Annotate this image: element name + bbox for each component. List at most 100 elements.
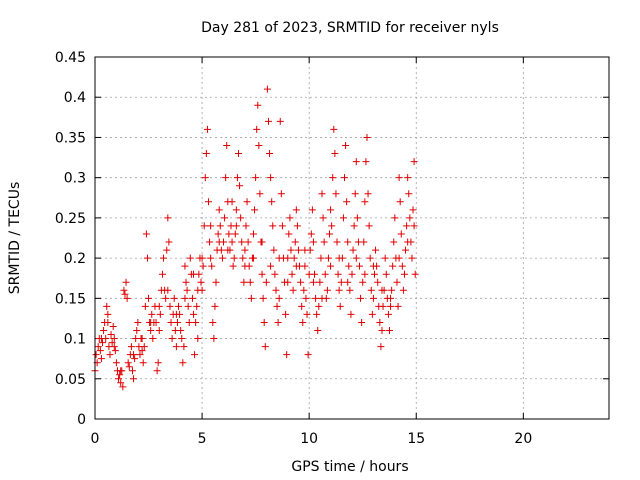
- data-point: [379, 302, 387, 310]
- data-point: [242, 222, 250, 230]
- data-point: [104, 318, 112, 326]
- data-point: [365, 222, 373, 230]
- data-point: [361, 198, 369, 206]
- data-point: [317, 254, 325, 262]
- data-point: [347, 310, 355, 318]
- data-point: [153, 367, 161, 375]
- data-point: [297, 278, 305, 286]
- data-point: [205, 198, 213, 206]
- data-point: [308, 206, 316, 214]
- data-point: [185, 318, 193, 326]
- data-point: [130, 351, 138, 359]
- data-point: [326, 230, 334, 238]
- data-point: [233, 174, 241, 182]
- data-point: [341, 174, 349, 182]
- data-point: [294, 246, 302, 254]
- data-point: [215, 206, 223, 214]
- y-tick-label: 0.4: [64, 90, 86, 106]
- data-point: [284, 278, 292, 286]
- data-point: [222, 174, 230, 182]
- data-point: [111, 347, 119, 355]
- data-point: [97, 355, 105, 363]
- data-point: [372, 246, 380, 254]
- data-point: [327, 262, 335, 270]
- data-point: [168, 335, 176, 343]
- y-axis-label: SRMTID / TECUs: [7, 182, 23, 295]
- data-point: [399, 286, 407, 294]
- data-point: [134, 318, 142, 326]
- data-point: [183, 286, 191, 294]
- data-point: [266, 150, 274, 158]
- data-point: [216, 222, 224, 230]
- data-point: [238, 238, 246, 246]
- data-point: [192, 318, 200, 326]
- data-point: [411, 270, 419, 278]
- data-point: [275, 254, 283, 262]
- data-point: [211, 302, 219, 310]
- data-point: [110, 335, 118, 343]
- data-point: [321, 270, 329, 278]
- data-point: [108, 339, 116, 347]
- data-point: [117, 367, 125, 375]
- data-point: [172, 310, 180, 318]
- data-point: [112, 359, 120, 367]
- data-point: [368, 310, 376, 318]
- data-point: [110, 343, 118, 351]
- data-point: [194, 335, 202, 343]
- data-point: [237, 214, 245, 222]
- data-point: [198, 254, 206, 262]
- data-point: [139, 359, 147, 367]
- data-point: [231, 230, 239, 238]
- data-point: [241, 246, 249, 254]
- y-tick-label: 0.3: [64, 171, 86, 187]
- data-point: [236, 182, 244, 190]
- data-point: [349, 246, 357, 254]
- data-point: [124, 359, 132, 367]
- data-point: [104, 310, 112, 318]
- data-point: [148, 310, 156, 318]
- y-tick-label: 0.25: [55, 211, 86, 227]
- data-point: [335, 254, 343, 262]
- data-point: [223, 141, 231, 149]
- data-point: [304, 351, 312, 359]
- data-point: [364, 190, 372, 198]
- data-point: [303, 310, 311, 318]
- data-point: [400, 270, 408, 278]
- y-tick-label: 0.15: [55, 291, 86, 307]
- data-point: [179, 359, 187, 367]
- data-point: [156, 310, 164, 318]
- data-point: [136, 351, 144, 359]
- data-point: [313, 310, 321, 318]
- data-point: [229, 262, 237, 270]
- data-point: [253, 125, 261, 133]
- data-point: [202, 150, 210, 158]
- data-point: [377, 343, 385, 351]
- data-point: [376, 318, 384, 326]
- data-point: [335, 286, 343, 294]
- plot-frame: [94, 56, 610, 420]
- data-point: [181, 294, 189, 302]
- data-point: [274, 318, 282, 326]
- data-point: [342, 141, 350, 149]
- data-point: [206, 238, 214, 246]
- data-point: [121, 290, 129, 298]
- data-point: [396, 198, 404, 206]
- data-point: [241, 262, 249, 270]
- data-point: [133, 327, 141, 335]
- data-point: [163, 246, 171, 254]
- data-point: [387, 302, 395, 310]
- data-point: [319, 214, 327, 222]
- data-point: [267, 174, 275, 182]
- data-point: [395, 254, 403, 262]
- data-point: [138, 335, 146, 343]
- grid-lines: [95, 57, 609, 419]
- data-point: [106, 351, 114, 359]
- data-point: [283, 351, 291, 359]
- y-tick-label: 0.2: [64, 251, 86, 267]
- data-point: [190, 310, 198, 318]
- data-point: [390, 238, 398, 246]
- data-point: [291, 238, 299, 246]
- data-point: [353, 214, 361, 222]
- data-point: [240, 278, 248, 286]
- data-point: [286, 214, 294, 222]
